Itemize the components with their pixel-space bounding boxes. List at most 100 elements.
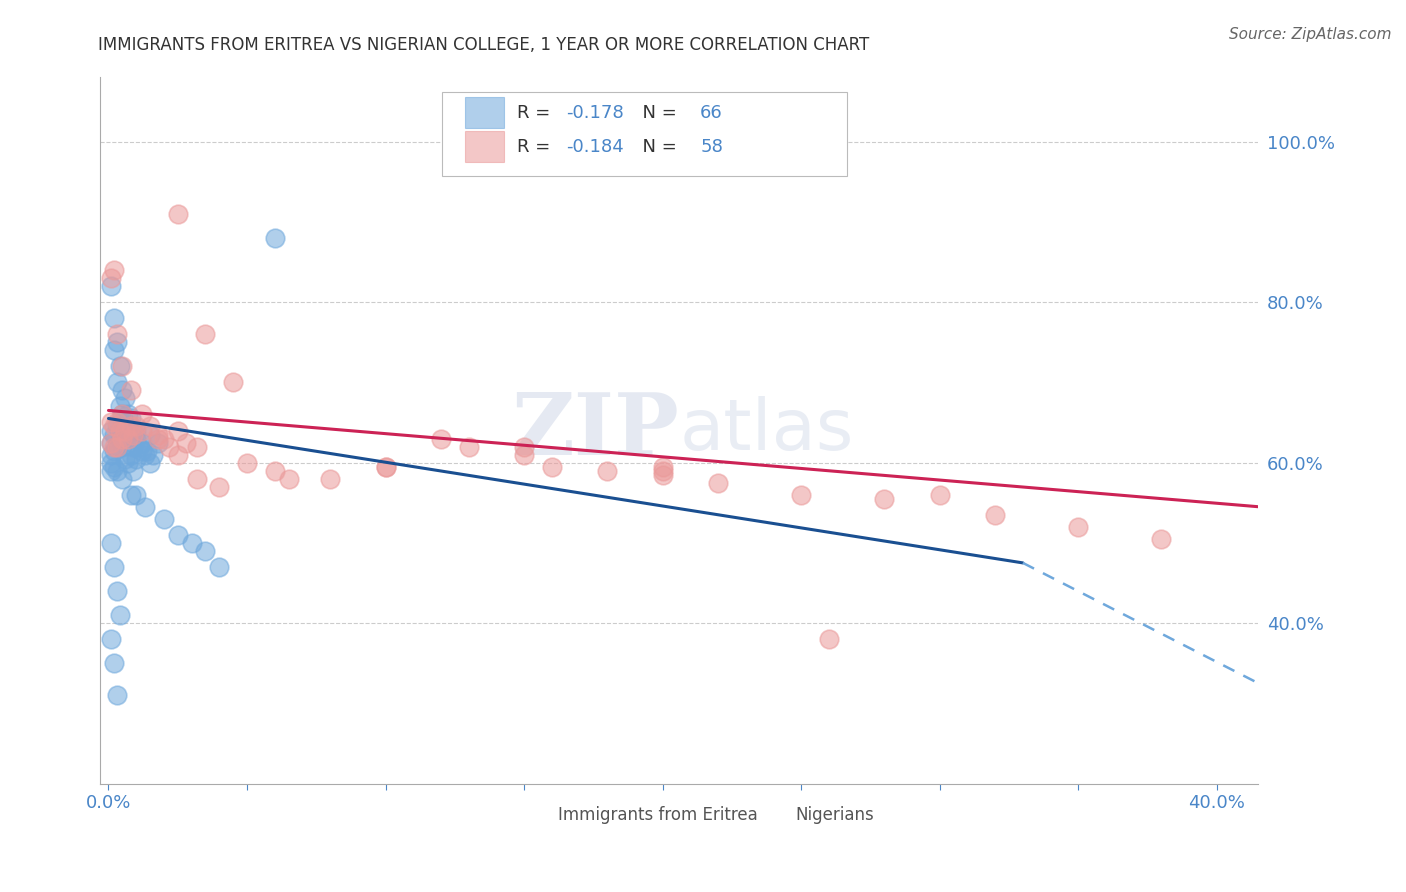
Point <box>136 443 159 458</box>
Point <box>120 419 142 434</box>
Point <box>111 440 134 454</box>
Text: N =: N = <box>631 103 682 121</box>
Point <box>103 657 125 671</box>
Point <box>319 472 342 486</box>
Point <box>148 432 170 446</box>
Point <box>457 440 479 454</box>
Point <box>596 464 619 478</box>
Point <box>540 459 562 474</box>
Point <box>100 632 122 647</box>
Point <box>125 424 148 438</box>
Point <box>103 311 125 326</box>
Point <box>100 279 122 293</box>
Point <box>120 384 142 398</box>
Text: R =: R = <box>517 137 557 155</box>
Point <box>120 419 142 434</box>
Point <box>134 500 156 514</box>
Point <box>153 512 176 526</box>
Point <box>148 435 170 450</box>
Text: Source: ZipAtlas.com: Source: ZipAtlas.com <box>1229 27 1392 42</box>
Point <box>100 456 122 470</box>
Point <box>117 424 139 438</box>
Text: Immigrants from Eritrea: Immigrants from Eritrea <box>558 806 758 824</box>
Point <box>513 440 536 454</box>
FancyBboxPatch shape <box>520 804 551 828</box>
Point <box>194 544 217 558</box>
Point <box>208 480 231 494</box>
Point <box>105 327 128 342</box>
Point <box>105 416 128 430</box>
Point <box>105 688 128 702</box>
Text: N =: N = <box>631 137 682 155</box>
Point <box>105 464 128 478</box>
Point <box>651 459 673 474</box>
Point <box>108 400 131 414</box>
Point <box>139 456 162 470</box>
Point <box>984 508 1007 522</box>
Point <box>166 528 188 542</box>
Point <box>131 408 153 422</box>
Point <box>105 584 128 599</box>
Point <box>103 343 125 358</box>
Point <box>111 359 134 374</box>
Point <box>117 432 139 446</box>
Point <box>277 472 299 486</box>
Point <box>818 632 841 647</box>
Point <box>707 475 730 490</box>
Point <box>153 432 176 446</box>
Point <box>111 408 134 422</box>
Point <box>374 459 396 474</box>
Point <box>208 560 231 574</box>
Point <box>105 440 128 454</box>
Point <box>125 488 148 502</box>
Point <box>100 435 122 450</box>
Point <box>430 432 453 446</box>
Point <box>103 419 125 434</box>
Point <box>236 456 259 470</box>
Point <box>111 432 134 446</box>
Point <box>111 384 134 398</box>
Point <box>131 443 153 458</box>
Point <box>103 443 125 458</box>
Point <box>122 427 145 442</box>
Text: 66: 66 <box>700 103 723 121</box>
Point <box>166 448 188 462</box>
Text: -0.184: -0.184 <box>565 137 623 155</box>
FancyBboxPatch shape <box>465 131 505 162</box>
Point <box>100 435 122 450</box>
Point <box>105 440 128 454</box>
Point <box>128 440 150 454</box>
Point <box>174 435 197 450</box>
Point <box>166 424 188 438</box>
Point <box>263 464 285 478</box>
Point <box>131 424 153 438</box>
Point <box>108 359 131 374</box>
Point <box>105 335 128 350</box>
Point <box>122 464 145 478</box>
Point <box>108 432 131 446</box>
Point <box>122 440 145 454</box>
Point <box>1150 532 1173 546</box>
Text: R =: R = <box>517 103 557 121</box>
Text: 58: 58 <box>700 137 723 155</box>
Point <box>103 427 125 442</box>
Point <box>120 448 142 462</box>
Point <box>131 435 153 450</box>
Point <box>100 271 122 285</box>
Text: IMMIGRANTS FROM ERITREA VS NIGERIAN COLLEGE, 1 YEAR OR MORE CORRELATION CHART: IMMIGRANTS FROM ERITREA VS NIGERIAN COLL… <box>98 36 870 54</box>
Point <box>111 416 134 430</box>
Point <box>125 419 148 434</box>
Point <box>103 560 125 574</box>
Point <box>103 440 125 454</box>
Point <box>108 608 131 623</box>
Text: atlas: atlas <box>679 396 853 465</box>
FancyBboxPatch shape <box>441 92 848 177</box>
Point <box>103 459 125 474</box>
Text: -0.178: -0.178 <box>565 103 623 121</box>
Text: ZIP: ZIP <box>512 389 679 473</box>
Point <box>100 464 122 478</box>
Point <box>194 327 217 342</box>
Point <box>105 376 128 390</box>
Point <box>513 448 536 462</box>
Point <box>186 440 208 454</box>
